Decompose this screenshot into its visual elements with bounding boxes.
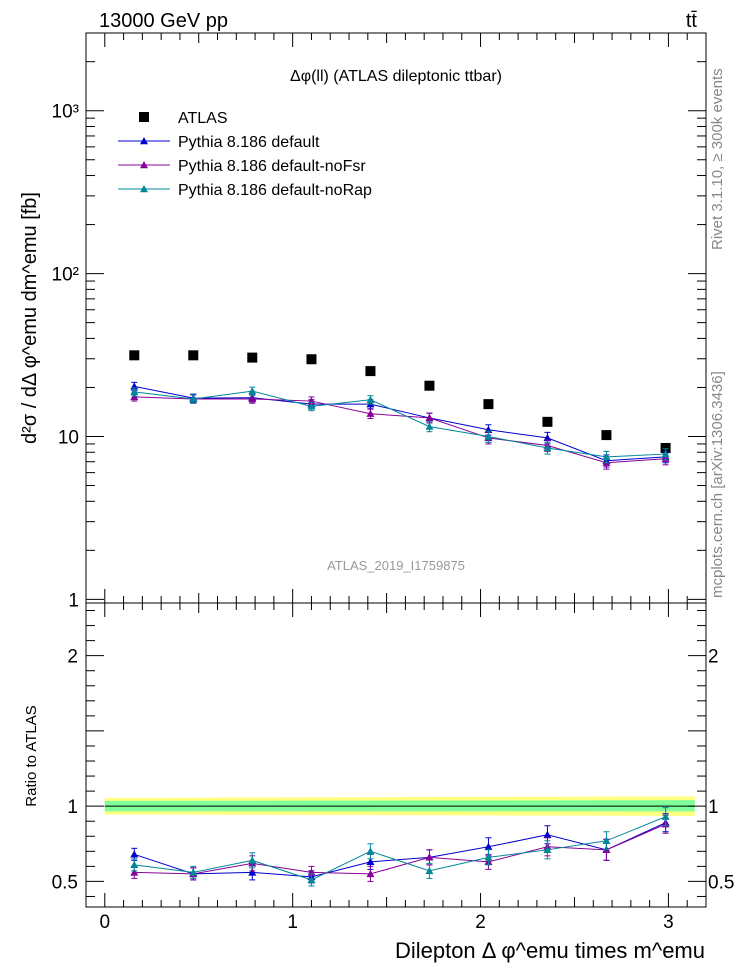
y-tick-label: 10³ bbox=[52, 102, 79, 123]
process-label: tt̄ bbox=[686, 10, 698, 32]
ratio-tick-label: 0.5 bbox=[708, 872, 734, 893]
atlas-data-point bbox=[542, 416, 553, 427]
ratio-series-line bbox=[134, 816, 666, 881]
series-point bbox=[366, 395, 375, 403]
legend-marker bbox=[140, 137, 148, 145]
series-point bbox=[248, 394, 257, 403]
ratio-series-point bbox=[130, 850, 139, 858]
analysis-watermark: ATLAS_2019_I1759875 bbox=[327, 558, 465, 573]
x-tick-label: 0 bbox=[99, 912, 110, 933]
ratio-series-point bbox=[602, 836, 611, 844]
ratio-series-point bbox=[189, 868, 198, 876]
ratio-series-line bbox=[134, 823, 666, 875]
atlas-data-point bbox=[188, 350, 199, 361]
ratio-series-point bbox=[248, 868, 257, 876]
ratio-series-point bbox=[661, 812, 670, 820]
y-axis-label: d²σ / dΔ φ^emu dm^emu [fb] bbox=[19, 192, 41, 444]
ratio-tick-label: 0.5 bbox=[52, 872, 78, 893]
series-point bbox=[189, 394, 198, 403]
ratio-series-line bbox=[134, 822, 666, 878]
x-tick-label: 2 bbox=[475, 912, 486, 933]
series-point bbox=[307, 402, 316, 410]
legend-marker-atlas bbox=[139, 112, 149, 122]
ratio-series-point bbox=[248, 856, 257, 864]
ratio-series-point bbox=[484, 853, 493, 861]
legend-marker bbox=[140, 161, 148, 169]
series-line bbox=[134, 396, 666, 464]
legend-label-atlas: ATLAS bbox=[178, 110, 228, 127]
atlas-data-point bbox=[660, 442, 671, 453]
legend-marker bbox=[140, 185, 148, 193]
ratio-tick-label: 1 bbox=[708, 797, 719, 818]
y-tick-label: 10 bbox=[58, 427, 79, 448]
ratio-series-point bbox=[425, 866, 434, 875]
ratio-series-point bbox=[130, 860, 139, 869]
legend-label: Pythia 8.186 default-noFsr bbox=[178, 158, 366, 175]
x-axis-label: Dilepton Δ φ^emu times m^emu bbox=[395, 938, 705, 963]
series-point bbox=[366, 409, 375, 417]
ratio-series-point bbox=[130, 868, 139, 876]
ratio-series-point bbox=[366, 869, 375, 878]
rivet-label: Rivet 3.1.10, ≥ 300k events bbox=[709, 68, 726, 250]
legend-label: Pythia 8.186 default-noRap bbox=[178, 182, 372, 199]
ratio-axis-label: Ratio to ATLAS bbox=[23, 705, 40, 806]
atlas-data-point bbox=[483, 399, 494, 410]
main-plot bbox=[129, 350, 671, 470]
ratio-series-point bbox=[366, 847, 375, 855]
atlas-data-point bbox=[129, 350, 140, 361]
series-point bbox=[425, 422, 434, 430]
series-point bbox=[248, 387, 257, 395]
atlas-data-point bbox=[306, 354, 317, 365]
y-tick-label: 10² bbox=[52, 265, 79, 286]
series-point bbox=[425, 413, 434, 422]
series-line bbox=[134, 390, 666, 458]
legend: ATLAS Pythia 8.186 default Pythia 8.186 de… bbox=[118, 110, 372, 199]
ratio-plot bbox=[104, 796, 695, 887]
atlas-data-point bbox=[601, 430, 612, 441]
source-label: mcplots.cern.ch [arXiv:1306.3436] bbox=[709, 371, 726, 598]
ratio-tick-label: 2 bbox=[708, 647, 719, 668]
x-tick-label: 1 bbox=[287, 912, 298, 933]
series-point bbox=[543, 443, 552, 452]
atlas-data-point bbox=[247, 352, 258, 363]
series-point bbox=[661, 450, 670, 458]
chart-title: Δφ(ll) (ATLAS dileptonic ttbar) bbox=[290, 68, 502, 85]
ratio-series-point bbox=[307, 875, 316, 884]
ratio-series-point bbox=[366, 857, 375, 866]
series-point bbox=[130, 387, 139, 396]
ratio-tick-label: 2 bbox=[67, 647, 78, 668]
energy-label: 13000 GeV pp bbox=[99, 10, 228, 32]
atlas-data-point bbox=[365, 366, 376, 377]
ratio-series-point bbox=[425, 853, 434, 861]
y-tick-label: 1 bbox=[68, 590, 79, 611]
ratio-series-point bbox=[484, 842, 493, 851]
legend-label: Pythia 8.186 default bbox=[178, 134, 320, 151]
ratio-series-point bbox=[543, 845, 552, 854]
series-point bbox=[484, 432, 493, 440]
ratio-plot-frame bbox=[85, 602, 707, 908]
x-tick-label: 3 bbox=[663, 912, 674, 933]
series-point bbox=[602, 452, 611, 461]
atlas-data-point bbox=[424, 380, 435, 391]
ratio-tick-label: 1 bbox=[67, 797, 78, 818]
ratio-series-point bbox=[543, 830, 552, 838]
series-point bbox=[543, 433, 552, 442]
series-line bbox=[134, 385, 666, 462]
